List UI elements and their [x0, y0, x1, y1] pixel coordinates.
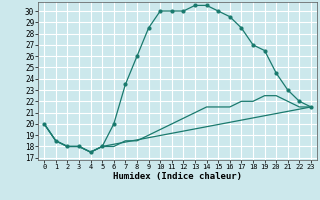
X-axis label: Humidex (Indice chaleur): Humidex (Indice chaleur) [113, 172, 242, 181]
